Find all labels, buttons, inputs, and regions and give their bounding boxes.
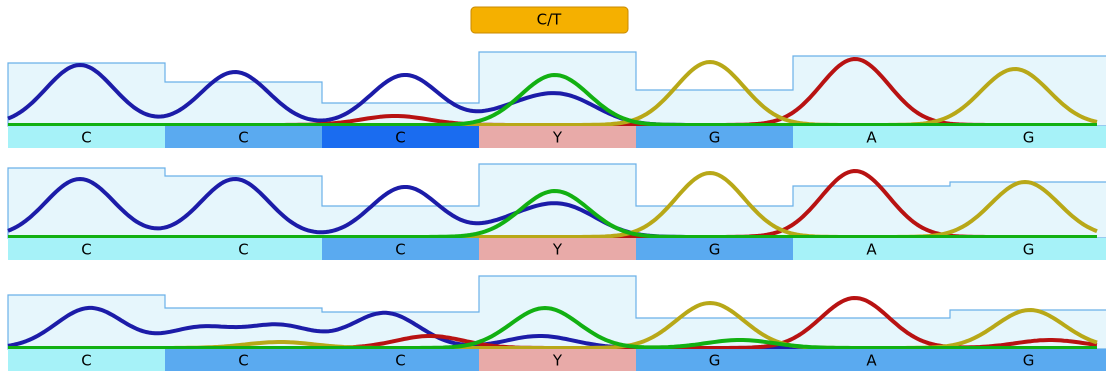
base-call: G bbox=[709, 352, 721, 370]
chromatogram-view: C/T C C C Y G A G C C C Y G A G C C C Y G A G bbox=[0, 0, 1106, 376]
base-call: A bbox=[866, 129, 877, 147]
base-call: G bbox=[1023, 129, 1035, 147]
base-call: G bbox=[1023, 241, 1035, 259]
base-call: C bbox=[81, 241, 91, 259]
base-call: Y bbox=[552, 241, 563, 259]
base-call: G bbox=[709, 241, 721, 259]
base-call: C bbox=[395, 352, 405, 370]
base-call: C bbox=[238, 129, 248, 147]
base-call: G bbox=[1023, 352, 1035, 370]
base-call: C bbox=[81, 352, 91, 370]
base-call: G bbox=[709, 129, 721, 147]
base-call: A bbox=[866, 352, 877, 370]
variant-label: C/T bbox=[537, 11, 563, 29]
base-call: A bbox=[866, 241, 877, 259]
base-call: C bbox=[395, 241, 405, 259]
base-call: C bbox=[395, 129, 405, 147]
base-call: Y bbox=[552, 352, 563, 370]
base-call: C bbox=[238, 241, 248, 259]
base-call: C bbox=[81, 129, 91, 147]
base-call: Y bbox=[552, 129, 563, 147]
base-call: C bbox=[238, 352, 248, 370]
